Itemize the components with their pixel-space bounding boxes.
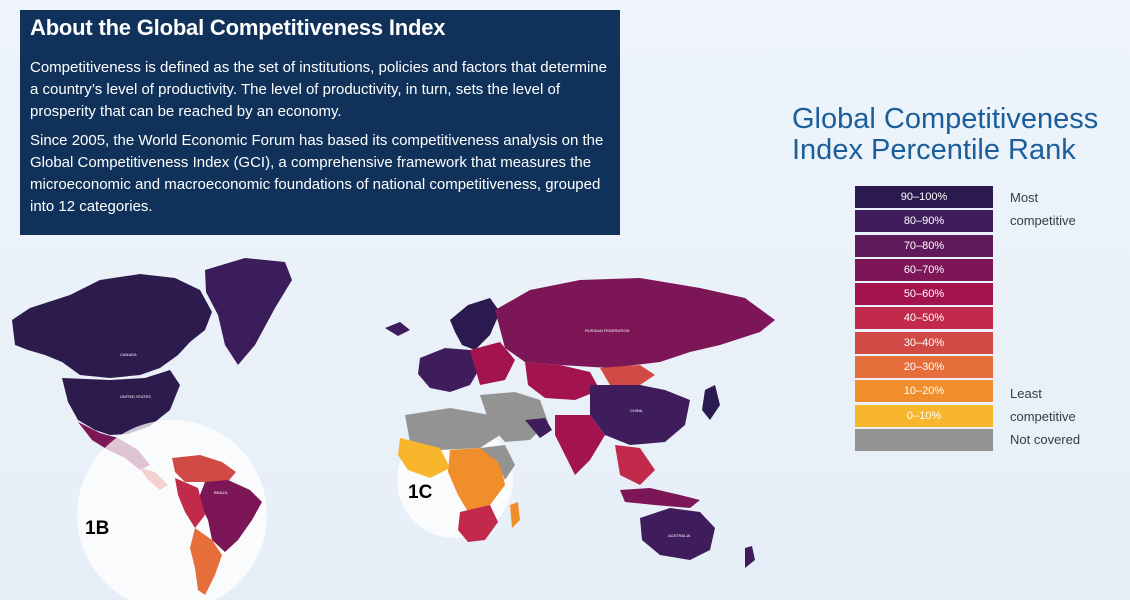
map-brazil: [198, 480, 262, 552]
map-west-africa: [398, 438, 450, 478]
legend-swatch: 0–10%: [855, 404, 993, 427]
about-paragraph-framework: Since 2005, the World Economic Forum has…: [30, 132, 604, 215]
about-title: About the Global Competitiveness Index: [30, 15, 446, 40]
map-western-europe: [418, 348, 480, 392]
map-china: [590, 385, 690, 445]
map-iceland: [385, 322, 410, 336]
legend-swatch: 30–40%: [855, 331, 993, 354]
legend-swatch: 50–60%: [855, 283, 993, 306]
legend-title: Global Competitiveness Index Percentile …: [792, 104, 1130, 166]
map-label-russia: RUSSIAN FEDERATION: [585, 328, 629, 333]
map-new-zealand: [745, 546, 755, 568]
legend-least-label: Least: [1010, 386, 1042, 401]
legend-title-line-1: Global Competitiveness: [792, 103, 1099, 135]
about-panel: About the Global Competitiveness Index C…: [20, 10, 620, 235]
legend-most-label: Most: [1010, 190, 1039, 205]
map-australia: [640, 508, 715, 560]
legend-swatch: 70–80%: [855, 234, 993, 257]
legend-swatch: 20–30%: [855, 356, 993, 379]
legend-least-competitive-label: competitive: [1010, 409, 1076, 424]
map-label-australia: AUSTRALIA: [668, 533, 691, 538]
map-central-east-africa: [448, 448, 505, 515]
map-mongolia: [600, 365, 655, 385]
about-paragraph-definition: Competitiveness is defined as the set of…: [30, 59, 607, 120]
map-label-brazil: BRAZIL: [214, 490, 229, 495]
map-greenland: [205, 258, 292, 365]
legend-most-competitive-label: competitive: [1010, 213, 1076, 228]
map-label-china: CHINA: [630, 408, 643, 413]
legend-title-line-2: Index Percentile Rank: [792, 134, 1076, 166]
map-label-canada: CANADA: [120, 352, 137, 357]
map-north-africa: [405, 408, 500, 450]
map-india: [555, 415, 605, 475]
legend-scale: 90–100% 80–90% 70–80% 60–70% 50–60% 40–50% 30–…: [855, 186, 993, 453]
world-map: CANADA UNITED STATES BRAZIL RUSSIAN FEDE…: [12, 258, 775, 600]
legend-swatch: 60–70%: [855, 258, 993, 281]
inset-label-1c: 1C: [408, 482, 433, 503]
map-eastern-europe: [470, 342, 515, 385]
map-madagascar: [510, 502, 520, 528]
map-southern-africa: [458, 505, 498, 542]
map-scandinavia: [450, 298, 500, 350]
map-central-asia: [525, 362, 600, 400]
map-east-africa: [480, 445, 515, 480]
legend-swatch: [855, 428, 993, 451]
map-south-america-south: [190, 528, 222, 595]
map-japan: [702, 385, 720, 420]
legend-swatch: 40–50%: [855, 307, 993, 330]
map-indonesia: [620, 488, 700, 508]
map-south-america-north: [172, 455, 236, 485]
legend-not-covered-label: Not covered: [1010, 432, 1081, 447]
legend-swatch: 80–90%: [855, 210, 993, 233]
inset-label-1b: 1B: [85, 518, 110, 539]
map-gulf-states: [525, 418, 552, 438]
map-canada-alaska: [12, 274, 212, 378]
legend-swatch: 90–100%: [855, 186, 993, 208]
map-southeast-asia: [615, 445, 655, 485]
map-russia: [495, 278, 775, 368]
legend-swatch: 10–20%: [855, 380, 993, 403]
map-south-america-west: [175, 478, 205, 528]
map-united-states: [62, 370, 180, 435]
map-label-united-states: UNITED STATES: [120, 394, 151, 399]
